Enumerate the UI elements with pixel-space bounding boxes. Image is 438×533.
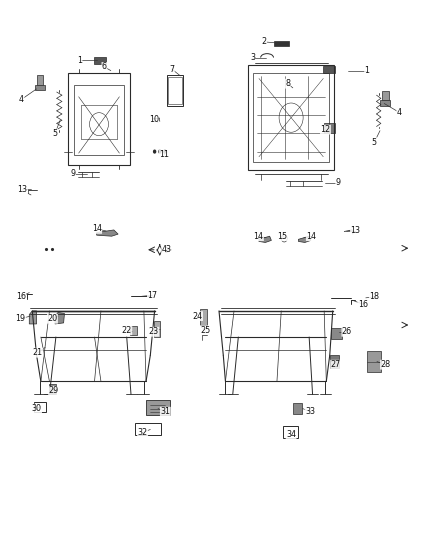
Bar [74,85,124,155]
Text: 18: 18 [369,292,379,301]
Text: 3: 3 [250,53,255,62]
Text: 7: 7 [169,64,174,74]
Bar [274,41,289,46]
Text: 24: 24 [192,312,203,321]
Bar [94,57,106,64]
Bar [36,75,43,85]
Text: 33: 33 [305,407,315,416]
Text: 13: 13 [18,185,28,193]
Text: 12: 12 [320,125,331,134]
Bar [154,321,160,337]
Text: 1: 1 [364,66,370,75]
Polygon shape [298,236,311,243]
Circle shape [153,149,156,154]
Bar [34,402,46,411]
Text: 34: 34 [286,430,296,439]
Bar [130,326,138,335]
Text: 28: 28 [381,360,391,369]
Text: 4: 4 [397,108,402,117]
Bar [367,351,381,372]
Bar [380,100,390,106]
Bar [68,73,130,165]
Text: 13: 13 [350,227,360,236]
Text: 19: 19 [16,314,26,323]
Bar [49,384,57,393]
Text: 30: 30 [32,404,42,413]
Polygon shape [97,230,118,236]
Text: 2: 2 [261,37,267,46]
Bar [146,400,170,415]
Text: 17: 17 [148,290,158,300]
Bar [168,77,182,103]
Text: 6: 6 [102,62,107,71]
Text: 25: 25 [200,326,210,335]
Text: 20: 20 [47,314,57,323]
Bar [166,75,183,106]
Circle shape [158,149,162,154]
Text: 15: 15 [277,232,288,241]
Text: 14: 14 [92,224,102,233]
Text: 29: 29 [49,386,59,395]
Text: 27: 27 [331,360,341,369]
Circle shape [163,149,166,154]
Text: 9: 9 [71,169,76,178]
Polygon shape [29,311,36,324]
Bar [293,403,302,414]
Text: 14: 14 [306,232,316,241]
Text: 5: 5 [372,138,377,147]
Bar [283,426,297,438]
Text: 14: 14 [254,232,264,241]
Text: 8: 8 [285,79,290,88]
Bar [35,85,45,90]
Text: 22: 22 [122,326,132,335]
Text: 11: 11 [159,150,169,159]
Text: 4: 4 [19,95,24,104]
Text: 26: 26 [342,327,352,336]
Polygon shape [259,236,272,243]
Text: 32: 32 [138,428,148,437]
Text: 16: 16 [358,300,368,309]
Text: 5: 5 [53,129,57,138]
Text: 23: 23 [148,327,159,336]
Bar [253,73,329,162]
Polygon shape [55,312,64,324]
Bar [381,91,389,100]
Bar [323,67,335,73]
Bar [135,423,161,435]
Text: 21: 21 [33,348,43,357]
Bar [330,356,339,368]
Text: 16: 16 [16,292,26,301]
Bar [324,123,335,133]
Text: 1: 1 [77,55,82,64]
Bar [332,328,342,338]
Text: 9: 9 [336,179,341,188]
Text: 31: 31 [160,407,170,416]
Text: 43: 43 [162,245,172,254]
Text: 10: 10 [149,115,159,124]
Bar [200,309,208,325]
Bar [248,66,334,170]
